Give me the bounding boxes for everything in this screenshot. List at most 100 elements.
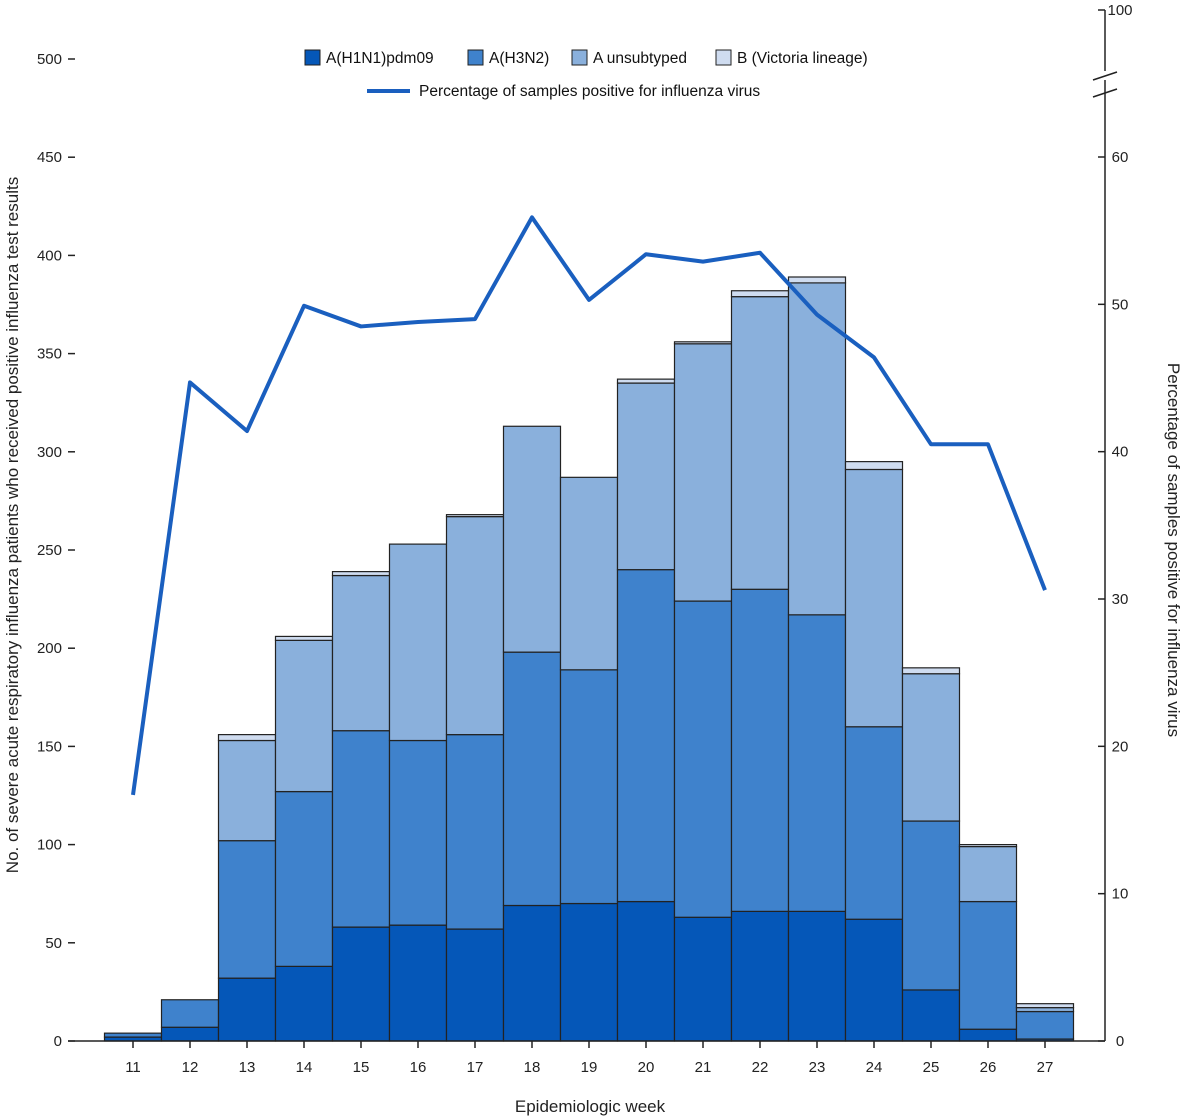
- legend: A(H1N1)pdm09 A(H3N2) A unsubtyped B (Victor…: [304, 49, 868, 100]
- bar-24-s0: [844, 918, 904, 1042]
- bar-22-s0: [730, 910, 790, 1042]
- x-tick-label: 20: [638, 1059, 655, 1076]
- x-tick-label: 22: [752, 1059, 769, 1076]
- bar-27-s1: [1015, 1010, 1075, 1040]
- bar-20-s2: [616, 382, 676, 571]
- x-tick-label: 26: [980, 1059, 997, 1076]
- bar-23-s2: [787, 282, 847, 616]
- bar-23-s1: [787, 614, 847, 912]
- bar-21-s1: [673, 600, 733, 918]
- x-tick-label: 24: [866, 1059, 883, 1076]
- legend-swatch-3: [715, 49, 732, 66]
- legend-swatch-0: [304, 49, 321, 66]
- bar-22-s3: [730, 290, 790, 298]
- y2-tick-label: 10: [1112, 886, 1129, 903]
- y-tick-label: 100: [37, 837, 62, 854]
- y-axis-label: No. of severe acute respiratory influenz…: [3, 177, 22, 873]
- bar-25-s0: [901, 989, 961, 1042]
- bar-14-s3: [274, 635, 334, 641]
- bar-27-s3: [1015, 1003, 1075, 1009]
- bar-26-s2: [958, 845, 1018, 903]
- y2-tick-label: 0: [1116, 1033, 1124, 1050]
- bar-18-s2: [502, 425, 562, 653]
- bar-17-s1: [445, 734, 505, 930]
- bar-13-s1: [217, 840, 277, 979]
- legend-label-2: A unsubtyped: [593, 50, 687, 67]
- bar-26-s1: [958, 900, 1018, 1030]
- bar-14-s1: [274, 790, 334, 967]
- bar-16-s2: [388, 543, 448, 742]
- bar-15-s0: [331, 926, 391, 1042]
- x-tick-label: 16: [410, 1059, 427, 1076]
- y2-tick-label: 20: [1112, 738, 1129, 755]
- bar-20-s1: [616, 569, 676, 903]
- bar-16-s1: [388, 739, 448, 926]
- x-tick-label: 18: [524, 1059, 541, 1076]
- y2-tick-label: 40: [1112, 444, 1129, 461]
- x-tick-label: 17: [467, 1059, 484, 1076]
- y-tick-label: 150: [37, 738, 62, 755]
- x-tick-label: 23: [809, 1059, 826, 1076]
- x-tick-label: 19: [581, 1059, 598, 1076]
- bar-22-s2: [730, 296, 790, 590]
- legend-swatch-1: [467, 49, 484, 66]
- bar-23-s3: [787, 276, 847, 284]
- bar-12-s1: [160, 999, 220, 1028]
- legend-label-1: A(H3N2): [489, 50, 549, 67]
- x-tick-label: 14: [296, 1059, 313, 1076]
- bar-15-s2: [331, 574, 391, 732]
- bar-19-s1: [559, 669, 619, 905]
- bar-18-s1: [502, 651, 562, 907]
- y-tick-label: 50: [45, 935, 62, 952]
- y-tick-label: 400: [37, 247, 62, 264]
- bar-12-s0: [160, 1026, 220, 1042]
- bar-14-s0: [274, 965, 334, 1042]
- bar-24-s3: [844, 461, 904, 471]
- bar-21-s0: [673, 916, 733, 1042]
- y2-tick-label: 30: [1112, 591, 1129, 608]
- bar-17-s3: [445, 514, 505, 518]
- bar-20-s0: [616, 900, 676, 1042]
- y-tick-label: 200: [37, 640, 62, 657]
- y2-tick-label: 50: [1112, 296, 1129, 313]
- axes: 11 12 13 14 15 16 17 18 19 20 21 22 23 24 25 26 27050100…: [37, 2, 1133, 1076]
- x-tick-label: 12: [182, 1059, 199, 1076]
- x-axis-label: Epidemiologic week: [515, 1097, 666, 1116]
- bar-19-s2: [559, 476, 619, 671]
- bar-18-s0: [502, 904, 562, 1042]
- legend-label-3: B (Victoria lineage): [737, 50, 868, 67]
- x-tick-label: 25: [923, 1059, 940, 1076]
- bar-25-s3: [901, 667, 961, 675]
- bar-26-s0: [958, 1028, 1018, 1042]
- y-tick-label: 350: [37, 346, 62, 363]
- legend-swatch-2: [571, 49, 588, 66]
- bar-11-s1: [103, 1032, 163, 1038]
- bar-25-s2: [901, 673, 961, 822]
- bar-25-s1: [901, 820, 961, 991]
- bar-24-s1: [844, 726, 904, 920]
- x-tick-label: 11: [125, 1059, 141, 1076]
- bar-26-s3: [958, 843, 1018, 848]
- bar-24-s2: [844, 468, 904, 728]
- legend-line-label: Percentage of samples positive for influ…: [419, 83, 760, 100]
- bar-15-s1: [331, 730, 391, 928]
- bar-19-s0: [559, 902, 619, 1042]
- y-tick-label: 450: [37, 149, 62, 166]
- axis-break-mark: [1092, 71, 1118, 81]
- x-tick-label: 21: [695, 1059, 712, 1076]
- bar-20-s3: [616, 378, 676, 384]
- bar-15-s3: [331, 571, 391, 577]
- percentage-line: [131, 215, 1047, 796]
- legend-label-0: A(H1N1)pdm09: [326, 50, 434, 67]
- bar-23-s0: [787, 910, 847, 1042]
- y-tick-label: 250: [37, 542, 62, 559]
- bar-13-s2: [217, 739, 277, 842]
- bar-17-s2: [445, 516, 505, 736]
- y-tick-label: 500: [37, 51, 62, 68]
- y2-axis-label: Percentage of samples positive for influ…: [1164, 363, 1183, 737]
- axis-break-mark: [1092, 88, 1118, 98]
- bar-13-s0: [217, 977, 277, 1042]
- x-tick-label: 27: [1037, 1059, 1054, 1076]
- y-tick-label: 0: [54, 1033, 62, 1050]
- y2-tick-label: 60: [1112, 149, 1129, 166]
